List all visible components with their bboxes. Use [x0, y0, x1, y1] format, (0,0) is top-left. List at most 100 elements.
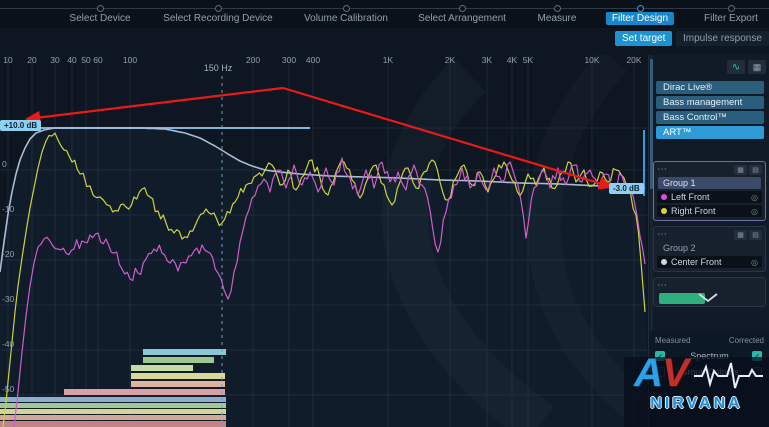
channel-row-right-front[interactable]: Right Front ◎ — [657, 205, 762, 217]
freq-tick-label: 50 — [81, 55, 91, 65]
ellipsis-menu-icon[interactable]: ⋯ — [657, 279, 667, 291]
list-icon[interactable]: ▤ — [749, 164, 762, 175]
measured-column-header: Measured — [655, 336, 691, 345]
av-nirvana-logo: A V NIRVANA — [624, 351, 769, 427]
step-select-arrangement[interactable]: Select Arrangement — [418, 13, 506, 24]
set-target-tab[interactable]: Set target — [615, 31, 673, 46]
db-tick-label: -10 — [2, 204, 15, 214]
target-level-badge-right[interactable]: -3.0 dB — [609, 183, 644, 194]
group-name-group-1[interactable]: Group 1 — [658, 177, 761, 189]
ellipsis-menu-icon[interactable]: ⋯ — [657, 163, 667, 175]
chevron-down-icon — [698, 293, 718, 303]
group-card-partial[interactable]: ⋯ — [653, 277, 766, 307]
background-swirl — [382, 58, 554, 427]
level-bar — [131, 381, 225, 387]
step-node-filter-design[interactable] — [637, 5, 644, 12]
freq-tick-label: 400 — [306, 55, 320, 65]
logo-waveform-icon — [694, 362, 763, 389]
channel-row-left-front[interactable]: Left Front ◎ — [657, 191, 762, 203]
channel-label: Right Front — [671, 206, 716, 216]
freq-tick-label: 100 — [123, 55, 137, 65]
step-filter-design[interactable]: Filter Design — [605, 12, 675, 25]
group-status-pill — [659, 293, 705, 304]
frequency-response-chart[interactable]: 150 Hz 10 20 30 40 50 60 100 200 300 400 1K 2K 3K 4K 5K… — [0, 55, 648, 427]
scrollbar-thumb[interactable] — [650, 59, 653, 189]
scroll-down-chevron[interactable] — [697, 290, 719, 308]
freq-tick-label: 1K — [383, 55, 394, 65]
waveform-icon: ∿ — [731, 61, 741, 73]
level-bar — [131, 365, 193, 371]
group-name-group-2[interactable]: Group 2 — [663, 243, 696, 253]
db-tick-label: -50 — [2, 384, 15, 394]
step-measure[interactable]: Measure — [537, 13, 577, 24]
level-bar — [143, 357, 214, 363]
freq-tick-label: 5K — [523, 55, 534, 65]
logo-letter-v: V — [662, 351, 689, 395]
solo-circle-icon[interactable]: ◎ — [751, 206, 758, 216]
annotation-arrow-left — [24, 86, 284, 124]
freq-tick-label: 300 — [282, 55, 296, 65]
background-swirl — [526, 55, 648, 427]
solo-circle-icon[interactable]: ◎ — [751, 192, 758, 202]
grid-view-button[interactable]: ▦ — [748, 60, 766, 74]
step-filter-export[interactable]: Filter Export — [704, 13, 758, 24]
level-bar — [0, 397, 226, 402]
step-node-volume-calibration[interactable] — [343, 5, 350, 12]
level-bar — [0, 409, 226, 414]
target-level-badge-left[interactable]: +10.0 dB — [0, 120, 42, 131]
ellipsis-menu-icon[interactable]: ⋯ — [657, 228, 667, 240]
measured-checkbox[interactable]: ✓ — [655, 351, 665, 361]
module-dirac-live[interactable]: Dirac Live® — [656, 81, 764, 94]
step-select-device[interactable]: Select Device — [69, 13, 131, 24]
spectrum-toggle-button[interactable]: ∿ — [727, 60, 745, 74]
solo-circle-icon[interactable]: ◎ — [751, 257, 758, 267]
freq-tick-label: 2K — [445, 55, 456, 65]
freq-tick-label: 60 — [93, 55, 103, 65]
sidebar-toolbar: ∿ ▦ — [657, 58, 766, 76]
list-icon[interactable]: ▤ — [749, 229, 762, 240]
annotation-arrow-right — [282, 86, 615, 190]
level-bar — [131, 373, 225, 379]
step-node-measure[interactable] — [554, 5, 561, 12]
channel-color-dot — [661, 259, 667, 265]
group-card-group-1[interactable]: ⋯ ▦ ▤ Group 1 Left Front ◎ Right Front ◎ — [653, 161, 766, 221]
stepper-connector-line — [0, 8, 769, 9]
target-fill — [0, 128, 648, 427]
workflow-stepper: Select Device Select Recording Device Volu… — [0, 0, 769, 28]
level-bar — [0, 415, 226, 420]
freq-tick-label: 3K — [482, 55, 493, 65]
step-volume-calibration[interactable]: Volume Calibration — [304, 13, 388, 24]
step-node-select-device[interactable] — [97, 5, 104, 12]
module-bass-management[interactable]: Bass management — [656, 96, 764, 109]
filter-design-subnav: Set target Impulse response — [0, 30, 769, 50]
module-bass-control[interactable]: Bass Control™ — [656, 111, 764, 124]
channel-row-center-front[interactable]: Center Front ◎ — [657, 256, 762, 268]
chart-canvas[interactable]: 150 Hz 10 20 30 40 50 60 100 200 300 400 1K 2K 3K 4K 5K… — [0, 55, 648, 427]
step-node-select-recording-device[interactable] — [215, 5, 222, 12]
freq-tick-label: 200 — [246, 55, 260, 65]
module-art[interactable]: ART™ — [656, 126, 764, 139]
sidebar-scrollbar[interactable] — [650, 55, 653, 427]
db-tick-label: 0 — [2, 159, 7, 169]
freq-tick-label: 30 — [50, 55, 60, 65]
channel-label: Center Front — [671, 257, 722, 267]
freq-tick-label: 40 — [67, 55, 77, 65]
grid-icon: ▦ — [752, 61, 762, 72]
corrected-checkbox[interactable]: ✓ — [752, 351, 762, 361]
group-card-group-2[interactable]: ⋯ ▦ ▤ Group 2 Center Front ◎ — [653, 226, 766, 272]
impulse-response-tab[interactable]: Impulse response — [676, 31, 769, 46]
step-node-filter-export[interactable] — [728, 5, 735, 12]
grid-icon[interactable]: ▦ — [734, 229, 747, 240]
db-tick-label: -30 — [2, 294, 15, 304]
level-bar — [0, 403, 226, 408]
grid-icon[interactable]: ▦ — [734, 164, 747, 175]
freq-tick-label: 10 — [3, 55, 13, 65]
level-bar — [0, 421, 226, 427]
channel-label: Left Front — [671, 192, 710, 202]
db-tick-label: -40 — [2, 339, 15, 349]
step-select-recording-device[interactable]: Select Recording Device — [163, 13, 273, 24]
step-node-select-arrangement[interactable] — [459, 5, 466, 12]
level-bar — [143, 349, 226, 355]
logo-letter-a: A — [634, 351, 663, 395]
